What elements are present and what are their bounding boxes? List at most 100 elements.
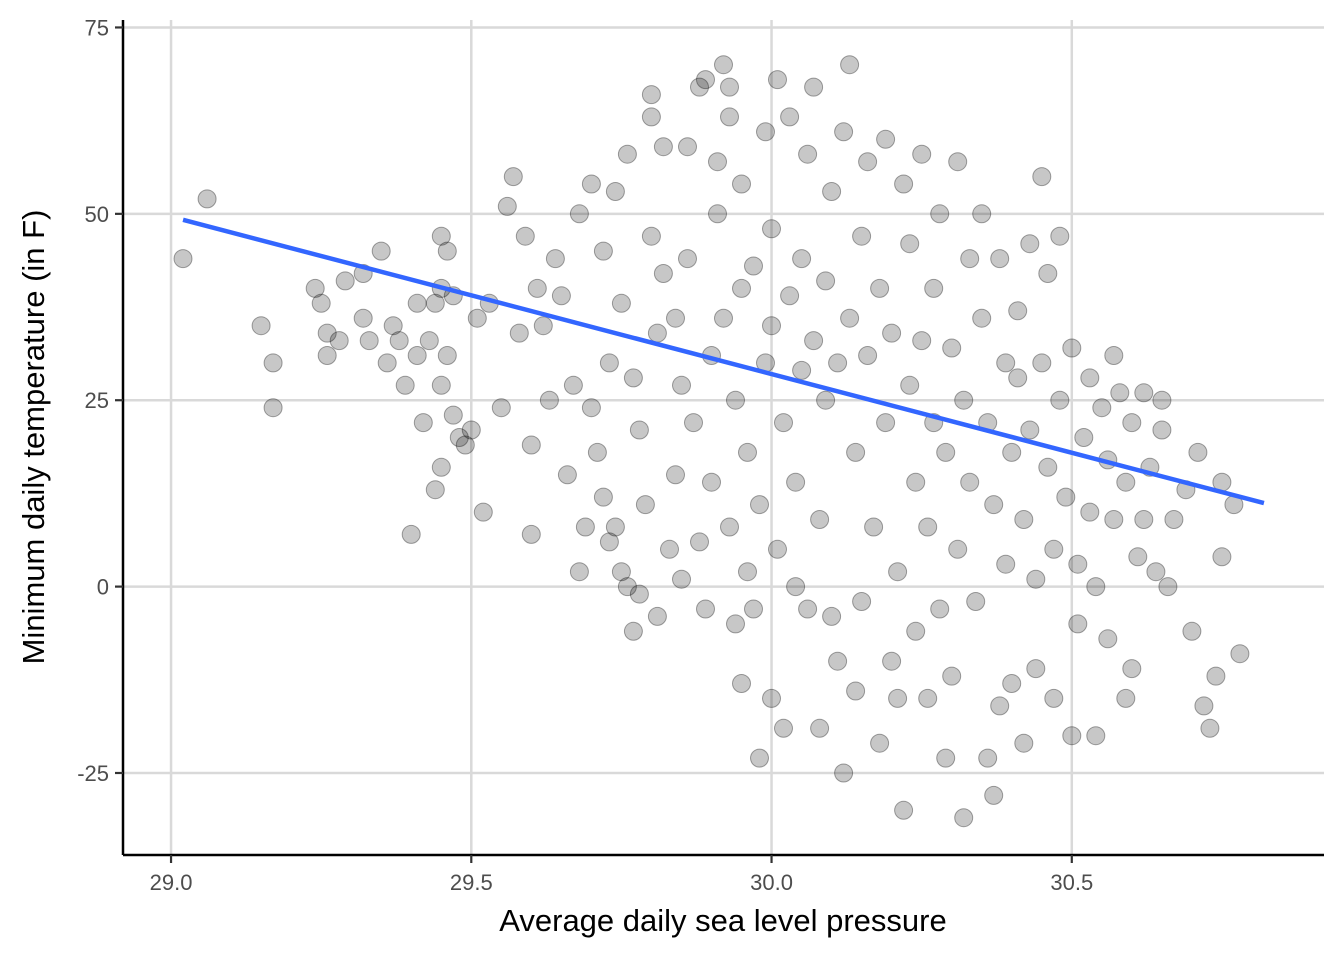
data-point (641, 85, 661, 105)
data-point (1110, 383, 1130, 403)
data-point (744, 599, 763, 619)
data-point (1080, 368, 1100, 388)
data-point (786, 577, 806, 597)
x-tick-label: 30.0 (750, 870, 793, 895)
data-point (750, 748, 769, 768)
data-point (1068, 614, 1088, 634)
data-point (1134, 383, 1154, 403)
data-point (828, 651, 848, 671)
data-point (690, 77, 709, 97)
data-point (575, 517, 595, 537)
data-point (696, 70, 715, 90)
data-point (930, 204, 950, 224)
data-point (810, 718, 830, 738)
data-point (720, 517, 739, 537)
data-point (1164, 510, 1184, 529)
data-point (942, 338, 962, 358)
data-point (1182, 621, 1202, 641)
data-point (768, 70, 787, 90)
data-point (1080, 502, 1100, 522)
data-point (1044, 539, 1064, 559)
data-point (1158, 577, 1178, 597)
trend-line (182, 217, 1265, 506)
data-point (738, 562, 757, 582)
data-point (990, 696, 1010, 716)
data-point (1008, 368, 1028, 388)
data-point (732, 278, 751, 298)
data-point (551, 286, 571, 306)
x-tick-label: 29.5 (450, 870, 493, 895)
data-point (605, 517, 625, 537)
data-point (1086, 577, 1106, 597)
data-point (1200, 718, 1220, 738)
data-point (780, 107, 800, 127)
data-point (581, 174, 601, 194)
data-point (311, 293, 331, 313)
data-point (762, 688, 781, 708)
data-point (395, 375, 415, 395)
data-point (647, 323, 667, 343)
data-point (1014, 510, 1034, 529)
data-point (443, 405, 463, 425)
data-point (1038, 457, 1058, 477)
x-axis-ticks: 29.0 29.5 30.0 30.5 (150, 855, 1093, 895)
data-point (335, 271, 355, 291)
data-point (653, 137, 673, 157)
data-point (1092, 398, 1112, 418)
data-point (840, 308, 860, 328)
data-point (563, 375, 583, 395)
data-point (1194, 696, 1214, 716)
data-point (401, 524, 421, 544)
data-point (720, 107, 739, 127)
data-point (521, 435, 541, 455)
data-point (984, 785, 1004, 805)
x-tick-label: 29.0 (150, 870, 193, 895)
data-point (1134, 510, 1154, 529)
data-point (804, 77, 824, 97)
data-point (593, 241, 613, 261)
data-point (1014, 733, 1034, 753)
data-point (1230, 644, 1250, 664)
data-point (726, 390, 745, 410)
data-point (948, 152, 968, 172)
data-point (623, 621, 643, 641)
data-point (888, 688, 908, 708)
data-point (1020, 420, 1040, 440)
data-point (317, 346, 337, 365)
data-point (708, 204, 727, 224)
y-tick-label: -25 (77, 761, 109, 786)
data-point (197, 189, 217, 209)
data-point (960, 472, 980, 492)
data-point (756, 122, 775, 142)
data-point (798, 599, 818, 619)
data-point (768, 539, 787, 559)
data-point (708, 152, 727, 172)
y-tick-label: 25 (85, 388, 109, 413)
data-point (882, 651, 902, 671)
data-point (792, 360, 812, 380)
data-point (858, 346, 878, 365)
data-point (437, 241, 457, 261)
data-points (173, 55, 1250, 828)
data-point (1062, 338, 1082, 358)
data-point (437, 346, 457, 365)
y-axis-ticks: -25 0 25 50 75 (77, 15, 123, 786)
data-point (1152, 420, 1172, 440)
data-point (948, 539, 968, 559)
data-point (533, 316, 553, 336)
data-point (599, 532, 619, 552)
data-point (503, 167, 523, 187)
data-point (816, 271, 836, 291)
data-point (744, 256, 763, 276)
data-point (846, 442, 866, 462)
data-point (954, 390, 974, 410)
data-point (894, 800, 914, 820)
data-point (329, 331, 349, 351)
data-point (1128, 547, 1148, 567)
data-point (714, 308, 733, 328)
data-point (966, 592, 986, 611)
data-point (972, 204, 992, 224)
data-point (912, 144, 932, 164)
data-point (774, 718, 793, 738)
